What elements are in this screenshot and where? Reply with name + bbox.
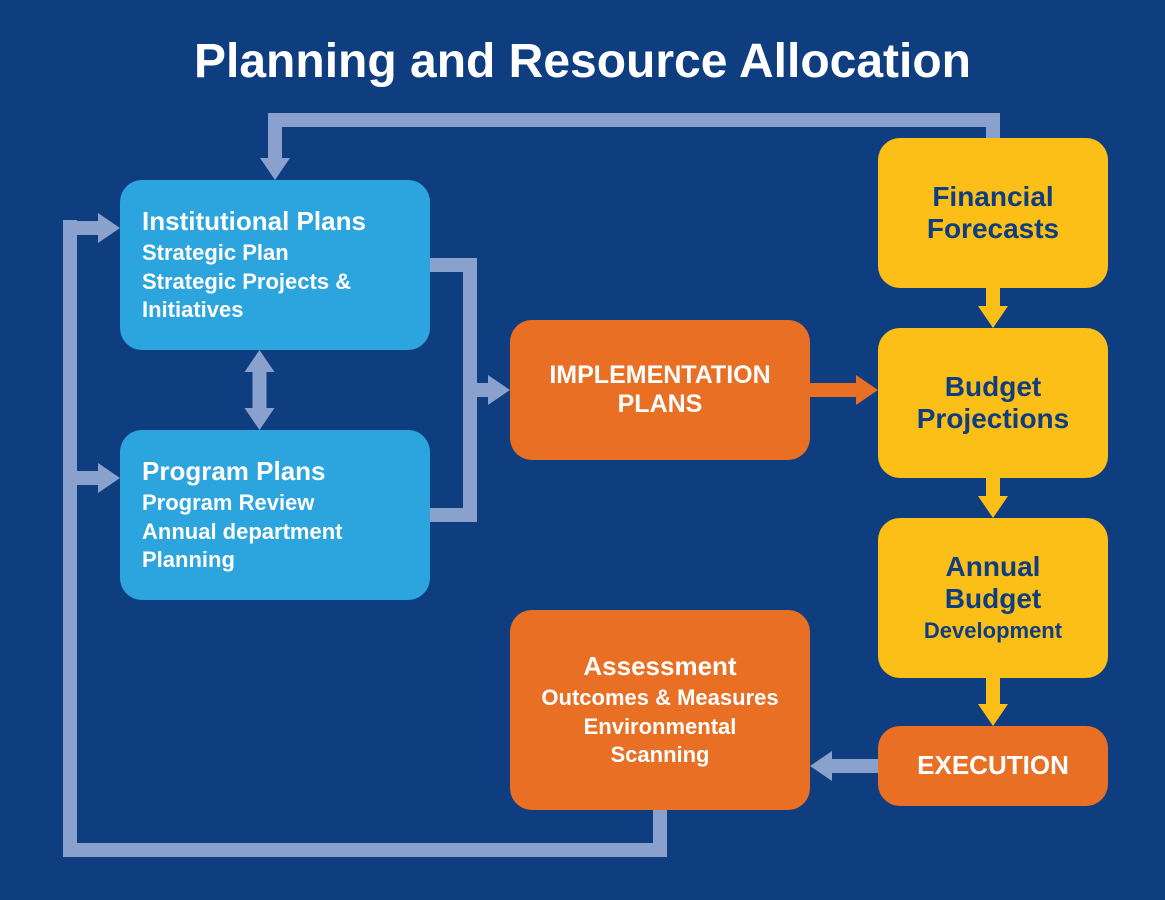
node-program-sub1: Program Review: [142, 489, 408, 517]
node-execution: EXECUTION: [878, 726, 1108, 806]
node-annual-sub: Development: [924, 617, 1062, 645]
node-institutional-sub1: Strategic Plan: [142, 239, 408, 267]
node-execution-title: EXECUTION: [917, 751, 1069, 781]
node-program-sub2: Annual department Planning: [142, 518, 408, 573]
node-budget-projections: Budget Projections: [878, 328, 1108, 478]
diagram-title: Planning and Resource Allocation: [0, 34, 1165, 89]
node-institutional-title: Institutional Plans: [142, 207, 408, 237]
node-implementation-plans: IMPLEMENTATION PLANS: [510, 320, 810, 460]
node-implementation-title: IMPLEMENTATION PLANS: [532, 361, 788, 419]
node-budget-l1: Budget: [945, 371, 1041, 403]
node-financial-forecasts: Financial Forecasts: [878, 138, 1108, 288]
node-financial-l1: Financial: [932, 181, 1053, 213]
node-institutional-sub2: Strategic Projects & Initiatives: [142, 268, 408, 323]
node-financial-l2: Forecasts: [927, 213, 1059, 245]
node-annual-l1: Annual: [946, 551, 1041, 583]
node-assessment-sub2: Environmental Scanning: [532, 713, 788, 768]
node-institutional-plans: Institutional Plans Strategic Plan Strat…: [120, 180, 430, 350]
node-annual-l2: Budget: [945, 583, 1041, 615]
node-program-plans: Program Plans Program Review Annual depa…: [120, 430, 430, 600]
node-assessment: Assessment Outcomes & Measures Environme…: [510, 610, 810, 810]
node-program-title: Program Plans: [142, 457, 408, 487]
node-annual-budget: Annual Budget Development: [878, 518, 1108, 678]
flowchart-canvas: Planning and Resource Allocation Institu…: [0, 0, 1165, 900]
node-assessment-title: Assessment: [583, 652, 736, 682]
node-budget-l2: Projections: [917, 403, 1069, 435]
node-assessment-sub1: Outcomes & Measures: [541, 684, 778, 712]
